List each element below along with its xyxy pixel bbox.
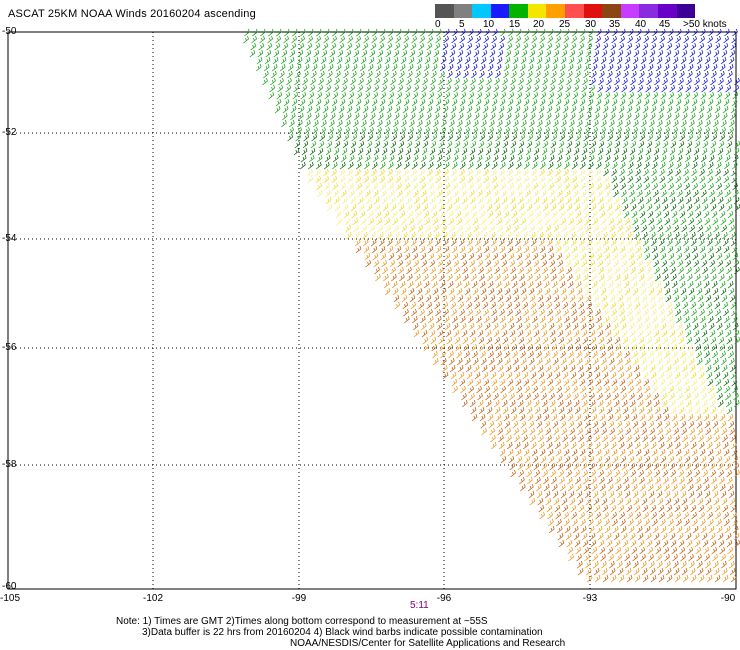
legend-swatch [509,4,528,18]
note-line-1: Note: 1) Times are GMT 2)Times along bot… [116,616,488,627]
legend-swatch [602,4,621,18]
wind-barbs [243,28,740,583]
legend-swatch [583,4,603,18]
wind-speed-legend: 0 5 10 15 20 25 30 35 40 45 >50 knots [435,4,731,34]
legend-swatch [620,4,640,18]
legend-swatch [546,4,566,18]
note-line-3: NOAA/NESDIS/Center for Satellite Applica… [290,638,566,649]
lon-label: -105 [0,593,21,604]
wind-barb-group [354,238,740,583]
legend-label-10: 10 [483,19,495,30]
lat-label: -58 [2,459,17,470]
legend-label-25: 25 [559,19,571,30]
wind-barb-group [355,238,740,583]
lat-label: -54 [2,233,17,244]
lon-label: -96 [436,593,452,604]
note-line-2: 3)Data buffer is 22 hrs from 20160204 4)… [142,627,543,638]
legend-swatch [490,4,510,18]
legend-label-20: 20 [533,19,545,30]
legend-swatch [565,4,584,18]
lon-label: -99 [291,593,307,604]
wind-barb-group [243,28,740,415]
legend-swatch [657,4,677,18]
lon-label: -90 [720,593,736,604]
lat-label: -52 [2,127,17,138]
legend-label-50: >50 knots [683,19,727,30]
wind-barb-group [287,133,740,408]
lon-label: -102 [142,593,164,604]
lat-label: -60 [2,581,17,592]
legend-swatch [453,4,473,18]
legend-swatch [639,4,658,18]
legend-label-30: 30 [585,19,597,30]
legend-label-15: 15 [509,19,521,30]
wind-barb-group [315,168,717,415]
lon-label: -93 [582,593,598,604]
legend-label-35: 35 [609,19,621,30]
lat-label: -56 [2,342,17,353]
legend-label-40: 40 [635,19,647,30]
legend-swatch [527,4,547,18]
legend-swatch [472,4,491,18]
pass-time-label: 5:11 [410,600,429,611]
wind-barb-group [439,28,740,93]
legend-label-5: 5 [459,19,465,30]
legend-label-45: 45 [659,19,671,30]
wind-barb-group [307,168,725,415]
lat-label: -50 [2,26,17,37]
legend-swatch [435,4,454,18]
legend-swatch [676,4,696,18]
legend-label-0: 0 [435,19,441,30]
legend-color-bar [435,4,696,18]
map-title: ASCAT 25KM NOAA Winds 20160204 ascending [8,8,256,20]
